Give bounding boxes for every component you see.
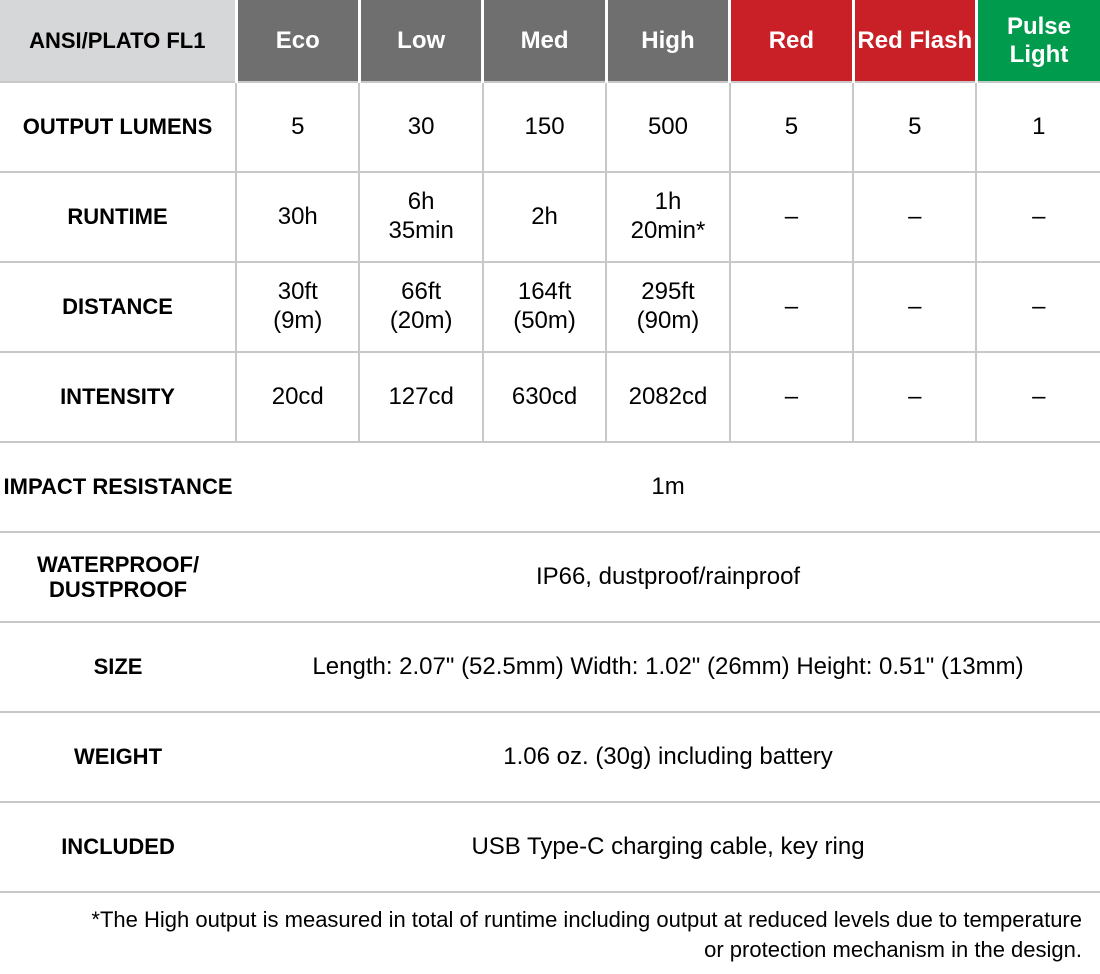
header-mode-label: Pulse bbox=[1007, 13, 1071, 40]
row-label: OUTPUT LUMENS bbox=[0, 82, 236, 172]
table-cell: – bbox=[730, 172, 853, 262]
footnote-line: *The High output is measured in total of… bbox=[91, 907, 1082, 932]
header-mode-label: Light bbox=[1010, 41, 1069, 68]
row-label-text: WATERPROOF/ bbox=[37, 552, 199, 577]
row-label-text: RESISTANCE bbox=[92, 474, 232, 499]
table-cell: – bbox=[853, 352, 976, 442]
table-cell: 500 bbox=[606, 82, 729, 172]
cell-line: (9m) bbox=[237, 307, 358, 336]
table-cell-span: USB Type-C charging cable, key ring bbox=[236, 802, 1100, 892]
table-cell: – bbox=[976, 352, 1100, 442]
table-cell: 5 bbox=[730, 82, 853, 172]
table-cell: 150 bbox=[483, 82, 606, 172]
table-cell: – bbox=[976, 172, 1100, 262]
row-runtime: RUNTIME 30h 6h35min 2h 1h20min* – – – bbox=[0, 172, 1100, 262]
row-label-text: IMPACT bbox=[4, 474, 87, 499]
header-mode-red-flash: Red Flash bbox=[853, 0, 976, 82]
header-mode-label: Red bbox=[857, 27, 902, 54]
row-size: SIZE Length: 2.07" (52.5mm) Width: 1.02"… bbox=[0, 622, 1100, 712]
cell-line: (20m) bbox=[360, 307, 481, 336]
table-cell: – bbox=[853, 172, 976, 262]
table-cell: 164ft(50m) bbox=[483, 262, 606, 352]
table-cell: 5 bbox=[853, 82, 976, 172]
cell-line: 295ft bbox=[607, 278, 728, 307]
cell-line: (90m) bbox=[607, 307, 728, 336]
cell-line: (50m) bbox=[484, 307, 605, 336]
table-cell: 20cd bbox=[236, 352, 359, 442]
table-cell-span: IP66, dustproof/rainproof bbox=[236, 532, 1100, 622]
table-cell: – bbox=[730, 262, 853, 352]
row-weight: WEIGHT 1.06 oz. (30g) including battery bbox=[0, 712, 1100, 802]
row-label: INCLUDED bbox=[0, 802, 236, 892]
row-label-text: DUSTPROOF bbox=[49, 577, 187, 602]
footnote-line: or protection mechanism in the design. bbox=[704, 937, 1082, 962]
row-label-text: OUTPUT bbox=[23, 114, 113, 139]
row-label: DISTANCE bbox=[0, 262, 236, 352]
cell-line: 35min bbox=[360, 217, 481, 246]
header-mode-low: Low bbox=[359, 0, 482, 82]
row-label: SIZE bbox=[0, 622, 236, 712]
table-cell: 1h20min* bbox=[606, 172, 729, 262]
header-mode-high: High bbox=[606, 0, 729, 82]
cell-line: 30h bbox=[237, 203, 358, 232]
header-row: ANSI/PLATO FL1 Eco Low Med High Red Red … bbox=[0, 0, 1100, 82]
table-cell: 2082cd bbox=[606, 352, 729, 442]
spec-table: ANSI/PLATO FL1 Eco Low Med High Red Red … bbox=[0, 0, 1100, 893]
table-cell: 630cd bbox=[483, 352, 606, 442]
row-waterproof: WATERPROOF/ DUSTPROOF IP66, dustproof/ra… bbox=[0, 532, 1100, 622]
header-mode-red: Red bbox=[730, 0, 853, 82]
table-cell: 30ft(9m) bbox=[236, 262, 359, 352]
header-mode-med: Med bbox=[483, 0, 606, 82]
row-label: IMPACT RESISTANCE bbox=[0, 442, 236, 532]
header-corner: ANSI/PLATO FL1 bbox=[0, 0, 236, 82]
table-cell: 2h bbox=[483, 172, 606, 262]
row-label-text: LUMENS bbox=[119, 114, 212, 139]
row-label: WATERPROOF/ DUSTPROOF bbox=[0, 532, 236, 622]
header-mode-pulse-light: Pulse Light bbox=[976, 0, 1100, 82]
cell-line: 1h bbox=[607, 188, 728, 217]
header-mode-label: Flash bbox=[909, 27, 972, 54]
table-cell-span: 1.06 oz. (30g) including battery bbox=[236, 712, 1100, 802]
row-label: INTENSITY bbox=[0, 352, 236, 442]
table-cell: 30h bbox=[236, 172, 359, 262]
table-cell: 5 bbox=[236, 82, 359, 172]
row-label: WEIGHT bbox=[0, 712, 236, 802]
cell-line: 66ft bbox=[360, 278, 481, 307]
table-cell: 30 bbox=[359, 82, 482, 172]
table-cell: 6h35min bbox=[359, 172, 482, 262]
table-cell: 127cd bbox=[359, 352, 482, 442]
row-included: INCLUDED USB Type-C charging cable, key … bbox=[0, 802, 1100, 892]
row-impact-resistance: IMPACT RESISTANCE 1m bbox=[0, 442, 1100, 532]
row-distance: DISTANCE 30ft(9m) 66ft(20m) 164ft(50m) 2… bbox=[0, 262, 1100, 352]
cell-line: 2h bbox=[484, 203, 605, 232]
row-output-lumens: OUTPUT LUMENS 5 30 150 500 5 5 1 bbox=[0, 82, 1100, 172]
table-cell: – bbox=[853, 262, 976, 352]
table-cell: – bbox=[976, 262, 1100, 352]
cell-line: 6h bbox=[360, 188, 481, 217]
row-label: RUNTIME bbox=[0, 172, 236, 262]
cell-line: 30ft bbox=[237, 278, 358, 307]
row-intensity: INTENSITY 20cd 127cd 630cd 2082cd – – – bbox=[0, 352, 1100, 442]
table-cell-span: 1m bbox=[236, 442, 1100, 532]
header-mode-eco: Eco bbox=[236, 0, 359, 82]
table-cell: – bbox=[730, 352, 853, 442]
cell-line: 20min* bbox=[607, 217, 728, 246]
table-cell: 295ft(90m) bbox=[606, 262, 729, 352]
table-cell: 66ft(20m) bbox=[359, 262, 482, 352]
table-cell: 1 bbox=[976, 82, 1100, 172]
cell-line: 164ft bbox=[484, 278, 605, 307]
table-cell-span: Length: 2.07" (52.5mm) Width: 1.02" (26m… bbox=[236, 622, 1100, 712]
footnote: *The High output is measured in total of… bbox=[0, 893, 1100, 964]
